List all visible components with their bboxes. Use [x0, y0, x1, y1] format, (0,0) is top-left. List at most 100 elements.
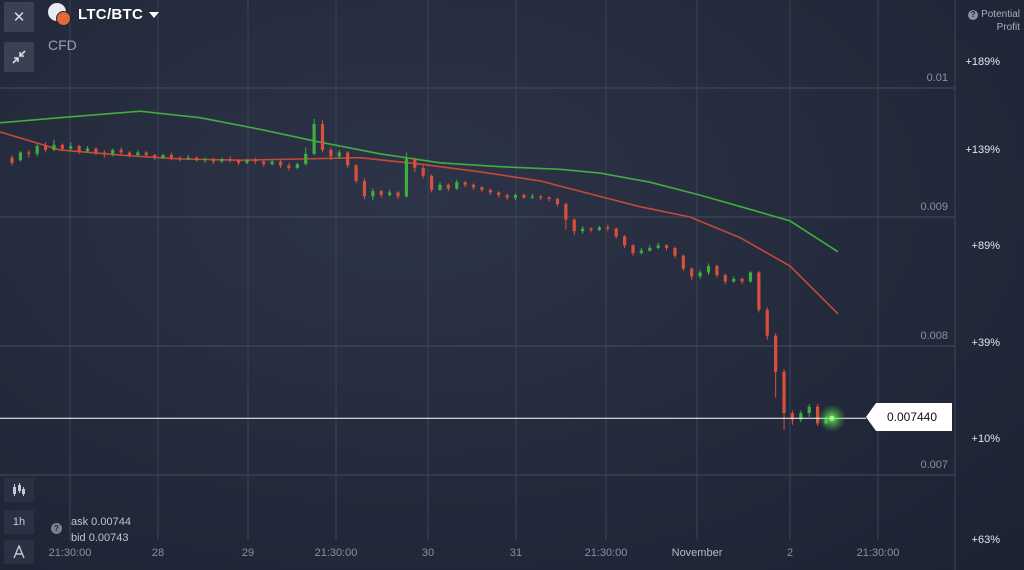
timeframe-button[interactable]: 1h [4, 510, 34, 534]
candle [463, 180, 467, 188]
candle-body [85, 148, 90, 152]
candle-body [547, 197, 551, 199]
candle-body [429, 175, 434, 190]
indicators-button[interactable] [4, 540, 34, 564]
chart-type-button[interactable] [4, 478, 34, 502]
candle-body [648, 247, 652, 251]
candle-body [757, 272, 761, 310]
candle [656, 242, 660, 250]
candle [723, 273, 727, 285]
ma-fast-line [0, 131, 839, 315]
candle-body [211, 158, 216, 162]
candle [480, 186, 484, 193]
profit-label: +139% [965, 144, 1000, 156]
bid-price: bid 0.00743 [71, 532, 129, 544]
potential-profit-header: ? Potential Profit [968, 8, 1020, 34]
x-tick-label: 21:30:00 [315, 547, 358, 559]
candle [732, 276, 736, 283]
candle [136, 149, 140, 157]
candle-body [178, 157, 182, 159]
candle-body [656, 245, 660, 248]
candle-body [136, 152, 140, 156]
candle-body [606, 227, 610, 229]
candle-body [774, 335, 778, 372]
candle-body [715, 266, 719, 276]
candle [664, 244, 669, 251]
candle [69, 142, 73, 152]
candle-body [270, 161, 274, 165]
candle-body [581, 228, 585, 232]
candle [329, 147, 333, 161]
candle-body [690, 268, 694, 277]
candle [774, 333, 778, 398]
y-tick-label: 0.01 [927, 72, 948, 84]
x-tick-label: 2 [787, 547, 793, 559]
candle [530, 193, 534, 199]
x-tick-label: 21:30:00 [49, 547, 92, 559]
candle [287, 162, 291, 171]
candle-body [228, 158, 232, 161]
help-icon[interactable]: ? [968, 10, 979, 20]
candle-body [52, 144, 56, 150]
candle-body [572, 219, 576, 232]
candle-body [748, 272, 753, 282]
candle [757, 271, 761, 313]
candle [186, 155, 190, 161]
candle-body [144, 152, 148, 156]
help-icon[interactable]: ? [51, 523, 62, 534]
candle [748, 271, 753, 283]
candle-body [119, 149, 123, 153]
candle [539, 195, 543, 201]
candle-body [597, 227, 602, 230]
asset-selector[interactable]: LTC/BTC [48, 3, 160, 26]
close-button[interactable]: ✕ [4, 2, 34, 32]
profit-labels: +189% +139% +89% +39% +10% +63% [965, 56, 1000, 546]
chart-grid [0, 0, 956, 570]
candle [446, 183, 450, 192]
candle-body [488, 189, 492, 193]
candle [631, 244, 635, 256]
candle-body [614, 228, 618, 237]
candle [178, 156, 182, 162]
x-tick-label: 30 [422, 547, 434, 559]
candle [85, 146, 90, 153]
candle-body [354, 165, 358, 181]
candle-body [807, 406, 811, 414]
candle [765, 307, 769, 340]
candle [119, 147, 123, 156]
current-price-line [0, 404, 866, 433]
candle [396, 191, 400, 199]
x-tick-label: 31 [510, 547, 522, 559]
candle [27, 149, 31, 158]
candle [127, 151, 132, 158]
candle [639, 247, 643, 255]
candle [18, 151, 22, 162]
candle [362, 178, 367, 199]
candle-body [404, 158, 409, 197]
candle-body [799, 413, 803, 420]
candle-body [706, 266, 711, 273]
candle-body [245, 160, 249, 163]
candle-body [513, 195, 518, 198]
candle [354, 164, 358, 184]
candle-body [186, 157, 190, 159]
candle [790, 410, 795, 425]
candle [429, 174, 434, 193]
minimize-chart-button[interactable] [4, 42, 34, 72]
x-tick-label: 29 [242, 547, 254, 559]
candle [228, 156, 232, 163]
candle [111, 148, 115, 157]
candle-body [480, 187, 484, 190]
candle-body [396, 192, 400, 197]
candle-body [740, 278, 744, 282]
candle-body [505, 195, 509, 198]
y-tick-label: 0.007 [920, 459, 948, 471]
candle [94, 147, 98, 156]
candle-body [346, 152, 350, 166]
candle-body [497, 192, 501, 196]
indicator-icon [13, 545, 25, 559]
candle [648, 245, 652, 252]
candle-body [379, 191, 383, 196]
potential-profit-line2: Profit [996, 22, 1020, 33]
